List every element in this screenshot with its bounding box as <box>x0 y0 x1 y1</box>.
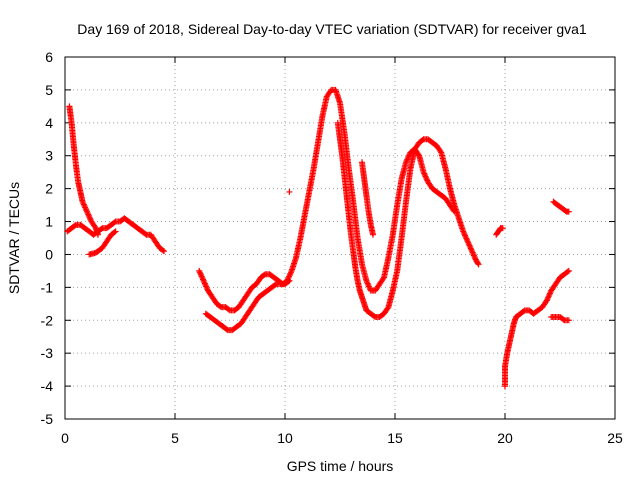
y-tick-label: -5 <box>41 411 54 427</box>
x-tick-label: 0 <box>61 430 69 446</box>
y-tick-label: 4 <box>45 115 53 131</box>
data-point <box>91 223 98 230</box>
data-point <box>475 261 482 268</box>
data-point <box>159 247 166 254</box>
data-point <box>380 275 387 282</box>
y-tick-label: -4 <box>41 378 54 394</box>
y-tick-label: 5 <box>45 82 53 98</box>
data-series-gva1 <box>64 86 572 390</box>
y-tick-label: 1 <box>45 214 53 230</box>
data-point <box>384 305 391 312</box>
data-point <box>161 248 167 255</box>
x-axis: 0 5 10 15 20 25 <box>61 57 623 446</box>
data-point <box>564 268 571 275</box>
data-point <box>95 231 101 238</box>
x-tick-label: 15 <box>387 430 403 446</box>
data-point <box>499 225 506 232</box>
x-tick-label: 20 <box>497 430 513 446</box>
y-tick-label: -3 <box>41 345 54 361</box>
chart-title: Day 169 of 2018, Sidereal Day-to-day VTE… <box>77 21 587 37</box>
data-point <box>565 267 572 274</box>
x-axis-label: GPS time / hours <box>287 458 394 474</box>
data-point <box>286 277 293 284</box>
y-tick-label: 3 <box>45 148 53 164</box>
y-tick-label: 6 <box>45 49 53 65</box>
data-point <box>474 260 481 267</box>
data-point <box>437 148 444 155</box>
x-tick-label: 25 <box>607 430 623 446</box>
y-tick-label: -2 <box>41 312 54 328</box>
data-point <box>111 229 118 236</box>
data-point <box>565 317 572 324</box>
data-point <box>565 208 572 215</box>
data-point <box>415 151 422 158</box>
y-tick-label: -1 <box>41 279 54 295</box>
y-axis: -5 -4 -3 -2 -1 0 1 2 3 4 5 6 <box>41 49 615 427</box>
x-tick-label: 10 <box>277 430 293 446</box>
y-tick-label: 0 <box>45 246 53 262</box>
y-tick-label: 2 <box>45 181 53 197</box>
x-tick-label: 5 <box>171 430 179 446</box>
plot-frame <box>64 56 616 420</box>
data-point <box>286 188 293 195</box>
data-point <box>285 278 292 285</box>
data-point <box>370 231 376 238</box>
data-point <box>112 228 119 235</box>
y-axis-label: SDTVAR / TECUs <box>6 182 22 294</box>
